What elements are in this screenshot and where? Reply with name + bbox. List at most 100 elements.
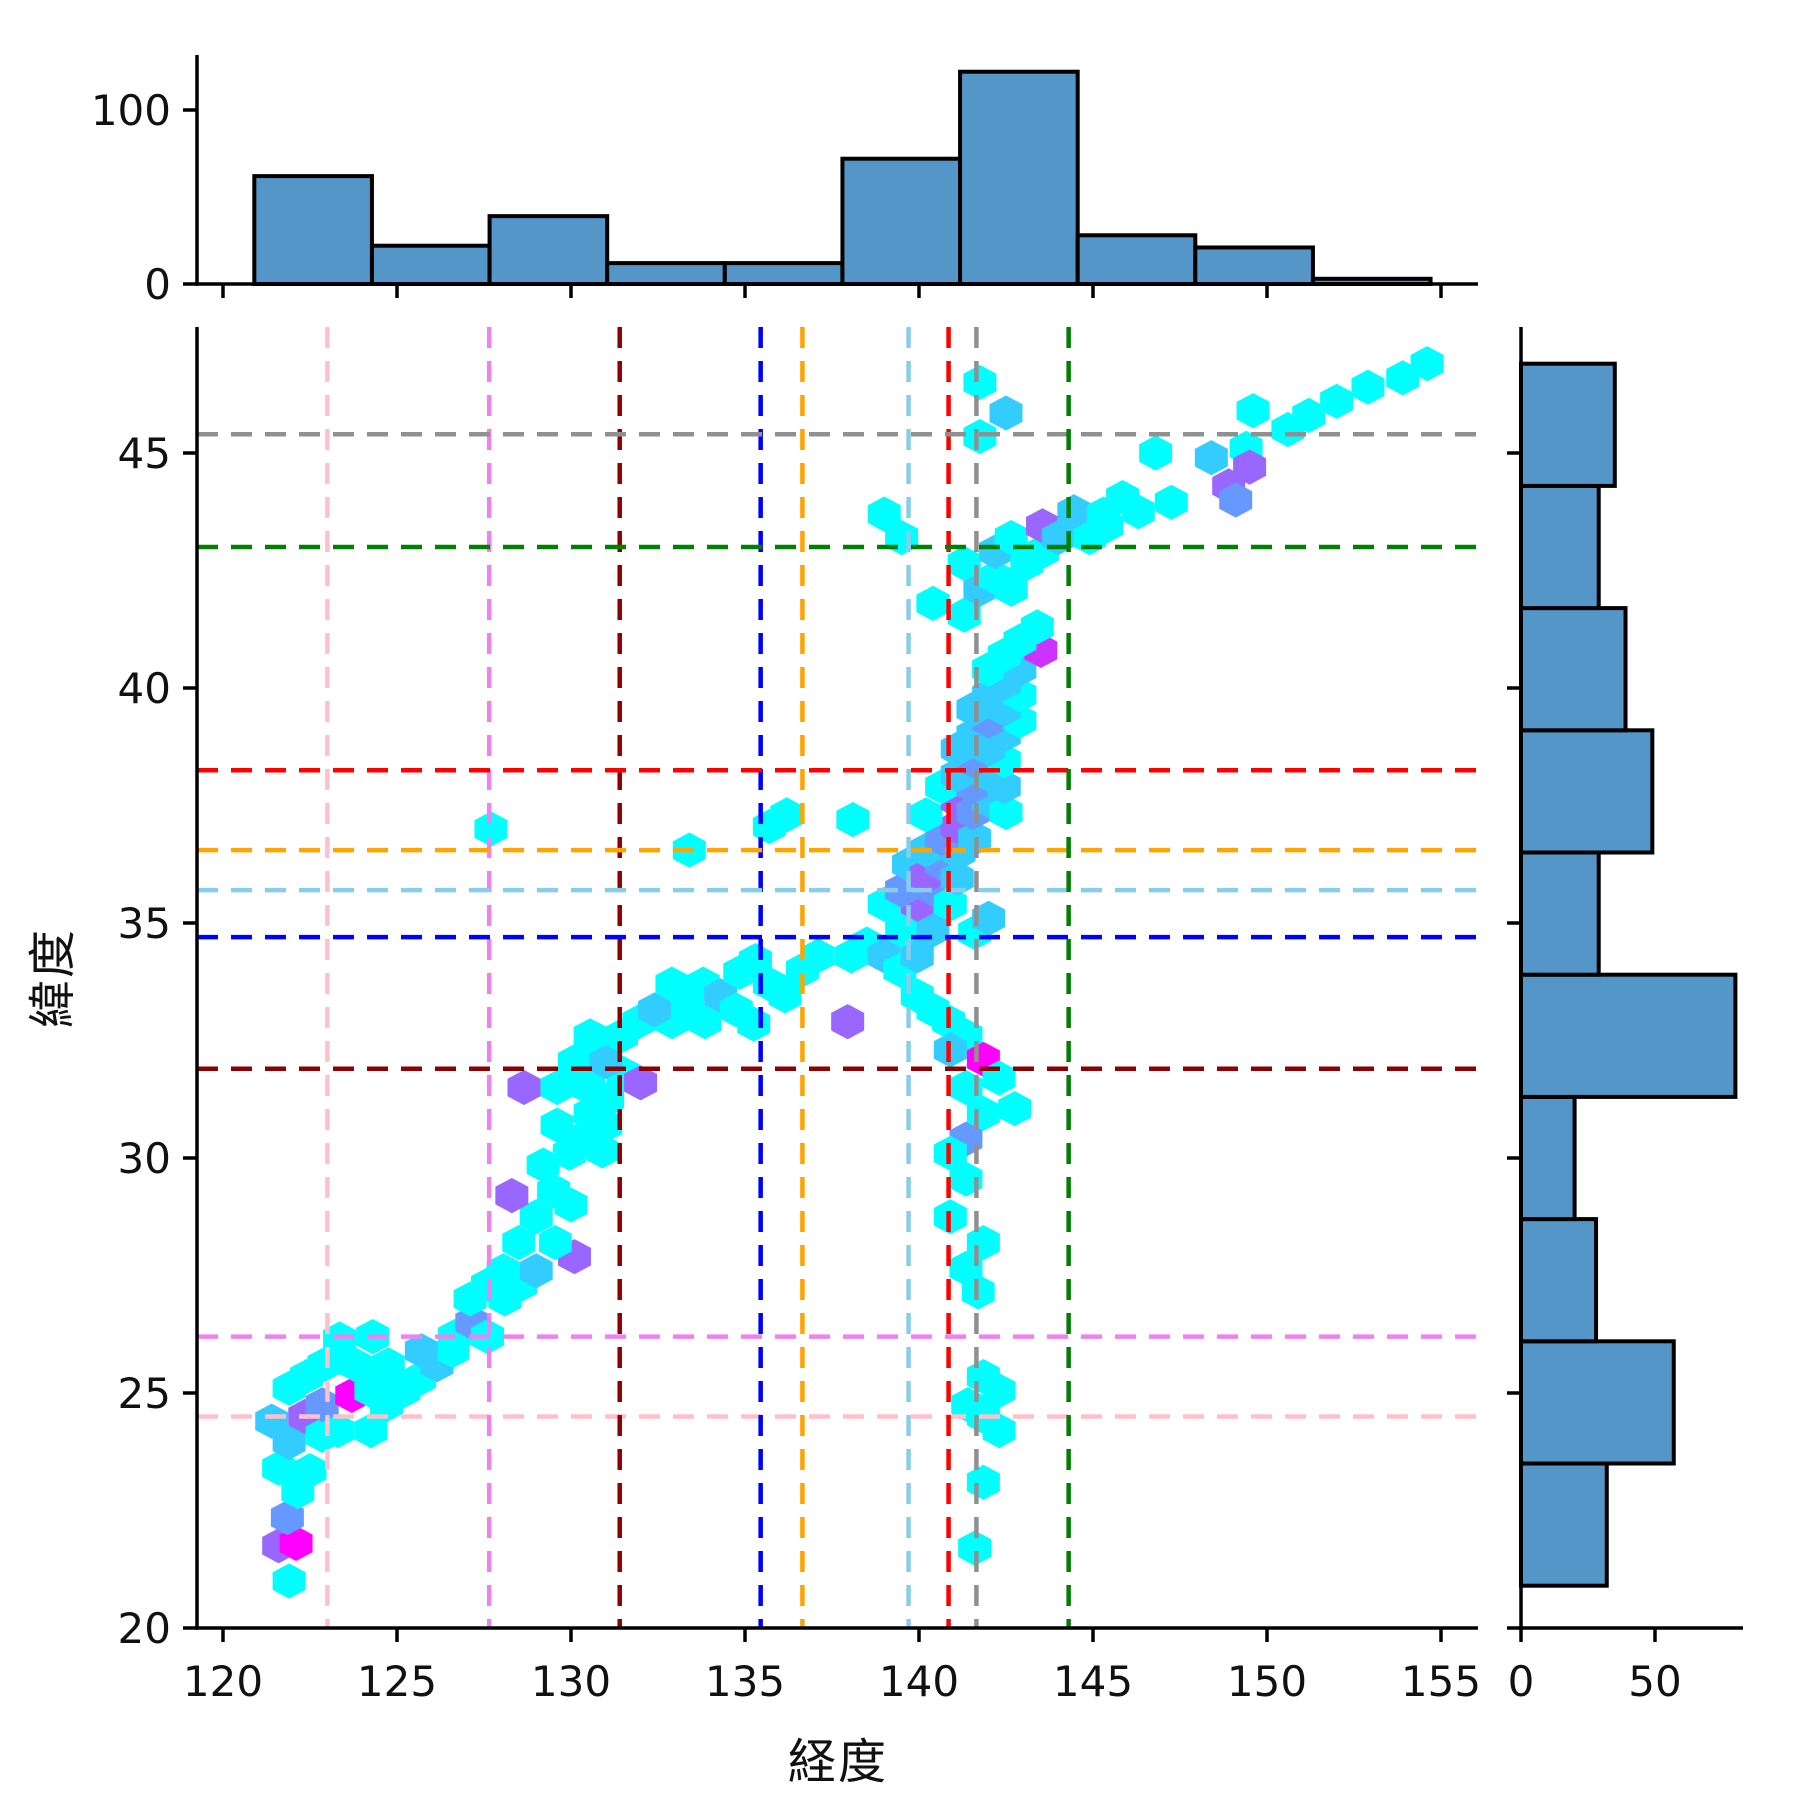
right-hist-bar xyxy=(1519,972,1738,1099)
right-hist-tick-label: 50 xyxy=(1628,1657,1681,1706)
hexbin-cell xyxy=(591,1081,625,1117)
hexbin-cell xyxy=(989,395,1023,431)
hexbin-cell xyxy=(966,1464,1000,1500)
hexbin-cell xyxy=(1020,609,1054,645)
y-tick-label: 20 xyxy=(118,1604,171,1653)
hexbin-cell xyxy=(573,1018,607,1054)
hexbin-cell xyxy=(554,1187,588,1223)
hexbin-cell xyxy=(1194,440,1228,476)
right-histogram xyxy=(1519,361,1738,1588)
hexbin-cell xyxy=(963,364,997,401)
top-hist-bar xyxy=(1193,245,1315,287)
x-axis-label: 経度 xyxy=(787,1734,889,1790)
hexbin-cell xyxy=(688,1004,722,1040)
hexbin-cell xyxy=(354,1413,388,1449)
top-histogram-axes: 0 100 xyxy=(91,55,1478,309)
hexbin-cell xyxy=(831,1004,865,1040)
right-histogram-axes: 0 50 xyxy=(1507,327,1743,1706)
right-hist-bar xyxy=(1519,728,1655,855)
right-hist-bar xyxy=(1519,850,1601,977)
hexbin-cell xyxy=(989,794,1023,831)
hexbin-cell xyxy=(589,1107,623,1143)
hexbin-cell xyxy=(770,797,804,833)
hexbin-cell xyxy=(307,1347,341,1383)
hexbin-cell xyxy=(947,545,981,582)
hexbin-cell xyxy=(947,597,981,633)
hexbin-cell xyxy=(738,943,772,979)
hexbin-cell xyxy=(540,1107,574,1143)
hexbin-cell xyxy=(1057,494,1091,530)
y-tick-label: 35 xyxy=(118,899,171,948)
right-hist-bar xyxy=(1519,606,1628,733)
hexbin-cell xyxy=(801,938,835,974)
hexbin-cell xyxy=(507,1069,541,1106)
y-tick-label: 25 xyxy=(118,1369,171,1418)
hexbin-cell xyxy=(262,1450,296,1486)
hexbin-cell xyxy=(1154,484,1188,520)
hexbin-cell xyxy=(305,1387,339,1423)
x-tick-label: 145 xyxy=(1053,1657,1133,1706)
hexbin-cell xyxy=(836,802,870,838)
hexbin-cell xyxy=(972,900,1006,936)
hexbin-cell xyxy=(994,571,1028,607)
top-hist-bar xyxy=(487,214,610,286)
reference-lines xyxy=(197,327,1478,1628)
right-hist-tick-label: 0 xyxy=(1508,1657,1535,1706)
hexbin-cell xyxy=(338,1347,372,1383)
top-hist-bar xyxy=(1075,233,1198,286)
hexbin-cell xyxy=(519,1253,553,1289)
right-hist-bar xyxy=(1519,1339,1676,1466)
x-tick-label: 125 xyxy=(357,1657,437,1706)
hexbin-cell xyxy=(526,1147,560,1183)
hexbin-cell xyxy=(293,1452,327,1489)
x-tick-label: 120 xyxy=(183,1657,263,1706)
top-hist-bar xyxy=(252,174,374,286)
x-tick-label: 155 xyxy=(1401,1657,1481,1706)
right-hist-bar xyxy=(1519,1217,1599,1344)
hexbin-cell xyxy=(255,1403,289,1439)
y-axis-label: 緯度 xyxy=(25,927,81,1029)
hexbin-cell xyxy=(371,1347,405,1383)
x-tick-label: 135 xyxy=(705,1657,785,1706)
hexbin-cell xyxy=(1121,494,1155,530)
hexbin-cell xyxy=(655,966,689,1002)
hexbin-cell xyxy=(982,1413,1016,1449)
hexbin-cell xyxy=(323,1321,357,1357)
hexbin-cell xyxy=(916,585,950,621)
hexbin-cell xyxy=(1351,369,1385,405)
top-hist-bar xyxy=(958,69,1080,286)
right-hist-bar xyxy=(1519,361,1617,488)
top-hist-bar xyxy=(605,261,727,286)
x-tick-label: 140 xyxy=(879,1657,959,1706)
hexbin-cell xyxy=(1139,435,1173,471)
hexbin-cell xyxy=(538,1225,572,1261)
hexbin-cell xyxy=(540,1069,574,1106)
y-tick-label: 40 xyxy=(118,664,171,713)
hexbin-cell xyxy=(933,886,967,922)
hexbin-cell xyxy=(474,811,508,847)
right-hist-bar xyxy=(1519,1094,1577,1222)
y-tick-label: 45 xyxy=(118,429,171,478)
top-hist-tick-label: 0 xyxy=(144,260,171,309)
hexbin-cell xyxy=(958,1530,992,1566)
hexbin-cell xyxy=(1219,482,1253,518)
main-axes: 120 125 130 135 140 145 150 155 20 25 30 35 40 45 xyxy=(118,327,1481,1706)
hexbin-cell xyxy=(982,1373,1016,1409)
hexbin-cell xyxy=(1320,383,1354,419)
hexbin-cell xyxy=(1236,393,1270,429)
top-hist-bar xyxy=(369,243,492,286)
right-hist-bar xyxy=(1519,483,1601,611)
hexbin-cell xyxy=(519,1199,553,1235)
hexbin-cell xyxy=(624,1065,658,1101)
hexbin-cell xyxy=(638,992,672,1028)
x-tick-label: 130 xyxy=(531,1657,611,1706)
top-histogram xyxy=(252,69,1433,287)
hexbin-cell xyxy=(963,418,997,455)
hexbin-cell xyxy=(1292,397,1326,433)
hexbin-cell xyxy=(270,1499,304,1536)
hexbin-cell xyxy=(272,1563,306,1599)
hexbin-cell xyxy=(495,1178,529,1214)
top-hist-bar xyxy=(840,156,963,286)
